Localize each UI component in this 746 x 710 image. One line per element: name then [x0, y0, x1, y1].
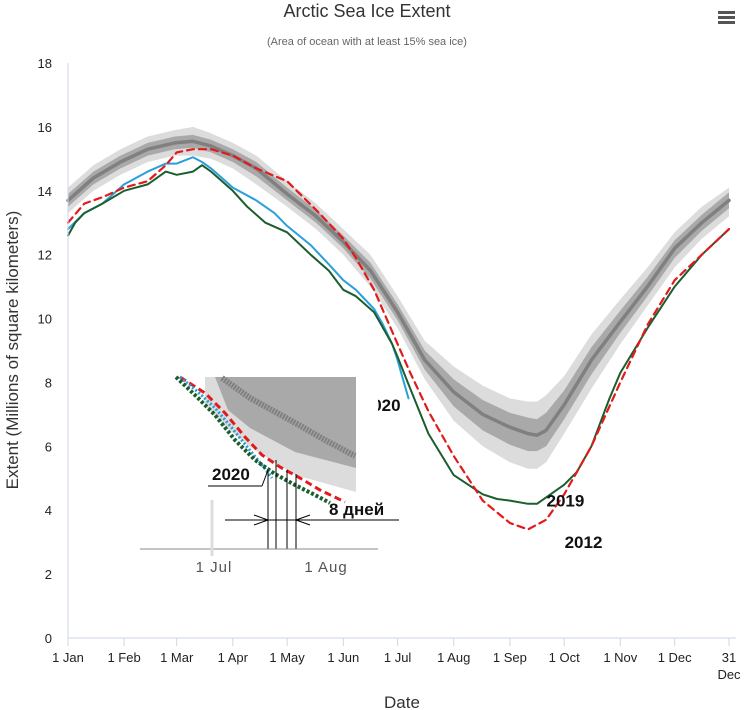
inset-tick-1-jul: 1 Jul — [196, 559, 233, 576]
inset-arrow-right — [294, 514, 311, 526]
menu-icon-bar-middle — [718, 16, 735, 19]
y-axis-ticks: 0 2 4 6 8 10 12 14 16 18 — [38, 56, 52, 646]
menu-icon-bar-bottom — [718, 21, 735, 24]
y-tick-label: 0 — [45, 631, 52, 646]
annotation-2012: 2012 — [565, 533, 603, 552]
inset-line-2020 — [179, 375, 274, 479]
inset-zoom: 2020 8 дней 1 Jul 1 Aug — [140, 375, 399, 576]
series-line-2012 — [66, 148, 731, 531]
x-tick-label: 1 Jun — [327, 650, 359, 665]
x-tick-label-secondary: Dec — [717, 667, 741, 682]
x-tick-label: 1 Dec — [658, 650, 692, 665]
series-line-1981-2010-median — [66, 139, 731, 437]
y-tick-label: 2 — [45, 567, 52, 582]
x-axis-ticks: 1 Jan 1 Feb 1 Mar 1 Apr 1 May 1 Jun 1 Jul 1 Aug… — [52, 638, 741, 682]
inset-2020-pointer — [261, 469, 269, 487]
inset-tick-1-aug: 1 Aug — [304, 559, 347, 576]
y-axis-title: Extent (Millions of square kilometers) — [3, 211, 22, 490]
inset-line-2019 — [174, 375, 331, 505]
series-line-2020 — [67, 156, 410, 400]
plot-lines — [66, 139, 731, 531]
x-tick-label: 31 — [722, 650, 736, 665]
y-tick-label: 6 — [45, 439, 52, 454]
inset-arrow-left — [253, 514, 270, 526]
annotation-2019: 2019 — [547, 492, 585, 511]
plot-bands — [68, 126, 729, 469]
inset-line-2012 — [179, 375, 346, 504]
band-interdecile-range — [68, 126, 729, 469]
menu-icon-bar-top — [718, 11, 735, 14]
x-tick-label: 1 Aug — [437, 650, 470, 665]
x-tick-label: 1 Apr — [218, 650, 249, 665]
x-tick-label: 1 Oct — [549, 650, 580, 665]
y-tick-label: 18 — [38, 56, 52, 71]
inset-label-days: 8 дней — [329, 500, 384, 519]
y-tick-label: 14 — [38, 184, 52, 199]
x-tick-label: 1 Nov — [603, 650, 637, 665]
y-tick-label: 16 — [38, 120, 52, 135]
chart-subtitle: (Area of ocean with at least 15% sea ice… — [267, 36, 467, 48]
inset-band-inner — [215, 377, 356, 468]
inset-label-2020: 2020 — [212, 465, 250, 484]
x-tick-label: 1 Jan — [52, 650, 84, 665]
x-tick-label: 1 Mar — [160, 650, 194, 665]
x-tick-label: 1 May — [269, 650, 305, 665]
inset-median-line — [220, 375, 357, 459]
chart-title: Arctic Sea Ice Extent — [283, 1, 450, 21]
y-tick-label: 12 — [38, 248, 52, 263]
x-tick-label: 1 Sep — [493, 650, 527, 665]
x-axis-title: Date — [384, 693, 420, 710]
hamburger-menu-icon[interactable] — [716, 8, 736, 28]
y-tick-label: 10 — [38, 312, 52, 327]
y-tick-label: 4 — [45, 503, 52, 518]
y-tick-label: 8 — [45, 375, 52, 390]
x-tick-label: 1 Jul — [384, 650, 412, 665]
x-tick-label: 1 Feb — [107, 650, 140, 665]
